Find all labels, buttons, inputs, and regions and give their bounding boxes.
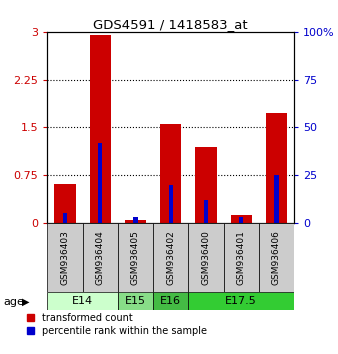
Text: GSM936405: GSM936405 — [131, 230, 140, 285]
Bar — [239, 217, 243, 223]
Bar — [82, 223, 118, 292]
Bar — [266, 113, 287, 223]
Text: ▶: ▶ — [22, 297, 29, 307]
Title: GDS4591 / 1418583_at: GDS4591 / 1418583_at — [93, 18, 248, 31]
Bar — [195, 147, 217, 223]
Bar — [47, 292, 118, 310]
Bar — [98, 143, 102, 223]
Text: E14: E14 — [72, 296, 93, 306]
Text: GSM936403: GSM936403 — [61, 230, 69, 285]
Text: GSM936406: GSM936406 — [272, 230, 281, 285]
Text: E17.5: E17.5 — [225, 296, 257, 306]
Legend: transformed count, percentile rank within the sample: transformed count, percentile rank withi… — [27, 313, 207, 336]
Bar — [54, 183, 75, 223]
Bar — [153, 292, 188, 310]
Bar — [188, 223, 223, 292]
Text: age: age — [3, 297, 24, 307]
Bar — [125, 220, 146, 223]
Text: E15: E15 — [125, 296, 146, 306]
Bar — [259, 223, 294, 292]
Text: GSM936400: GSM936400 — [201, 230, 211, 285]
Bar — [231, 215, 252, 223]
Bar — [118, 292, 153, 310]
Bar — [223, 223, 259, 292]
Bar — [133, 217, 138, 223]
Bar — [274, 175, 279, 223]
Text: E16: E16 — [160, 296, 181, 306]
Text: GSM936404: GSM936404 — [96, 230, 105, 285]
Bar — [118, 223, 153, 292]
Bar — [47, 223, 82, 292]
Bar — [204, 200, 208, 223]
Text: GSM936402: GSM936402 — [166, 230, 175, 285]
Text: GSM936401: GSM936401 — [237, 230, 246, 285]
Bar — [153, 223, 188, 292]
Bar — [188, 292, 294, 310]
Bar — [169, 185, 173, 223]
Bar — [90, 35, 111, 223]
Bar — [63, 213, 67, 223]
Bar — [160, 124, 181, 223]
